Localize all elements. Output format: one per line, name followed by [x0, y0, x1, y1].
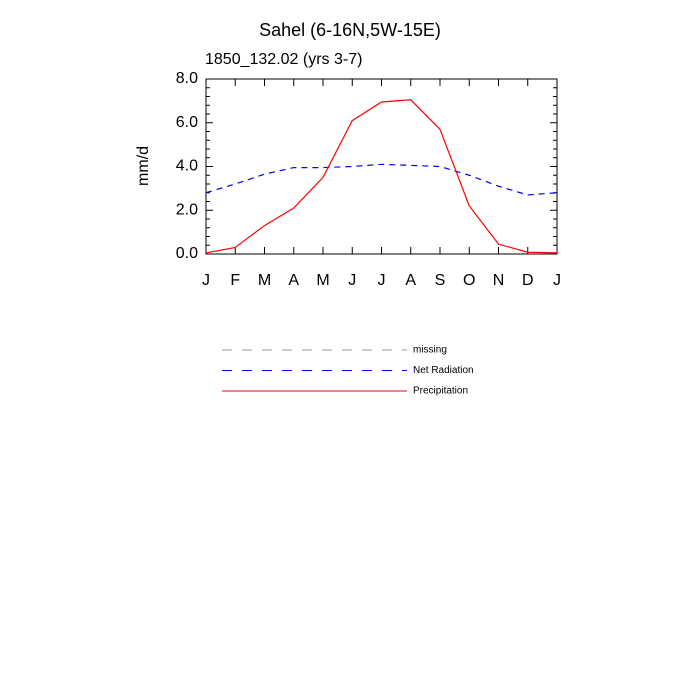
x-tick-label: S: [435, 272, 446, 289]
y-tick-label: 6.0: [176, 114, 198, 131]
x-tick-label: J: [202, 272, 210, 289]
x-tick-label: A: [288, 272, 299, 289]
x-tick-label: M: [316, 272, 329, 289]
x-tick-label: N: [493, 272, 505, 289]
legend-label: Precipitation: [413, 386, 468, 397]
chart-title: Sahel (6-16N,5W-15E): [259, 20, 441, 40]
x-tick-label: D: [522, 272, 534, 289]
y-tick-label: 2.0: [176, 201, 198, 218]
y-tick-label: 8.0: [176, 70, 198, 87]
legend-label: Net Radiation: [413, 365, 474, 376]
x-tick-label: M: [258, 272, 271, 289]
plot-frame: [205, 78, 558, 255]
series-line: [205, 163, 558, 196]
x-tick-label: F: [230, 272, 240, 289]
x-tick-label: J: [553, 272, 561, 289]
y-axis-label: mm/d: [135, 146, 152, 186]
y-tick-label: 4.0: [176, 158, 198, 175]
chart-subtitle: 1850_132.02 (yrs 3-7): [205, 51, 362, 68]
x-tick-label: J: [348, 272, 356, 289]
y-tick-label: 0.0: [176, 245, 198, 262]
x-tick-label: O: [463, 272, 475, 289]
series-line: [205, 99, 558, 254]
x-tick-label: A: [405, 272, 416, 289]
legend-label: missing: [413, 345, 447, 356]
x-tick-label: J: [378, 272, 386, 289]
